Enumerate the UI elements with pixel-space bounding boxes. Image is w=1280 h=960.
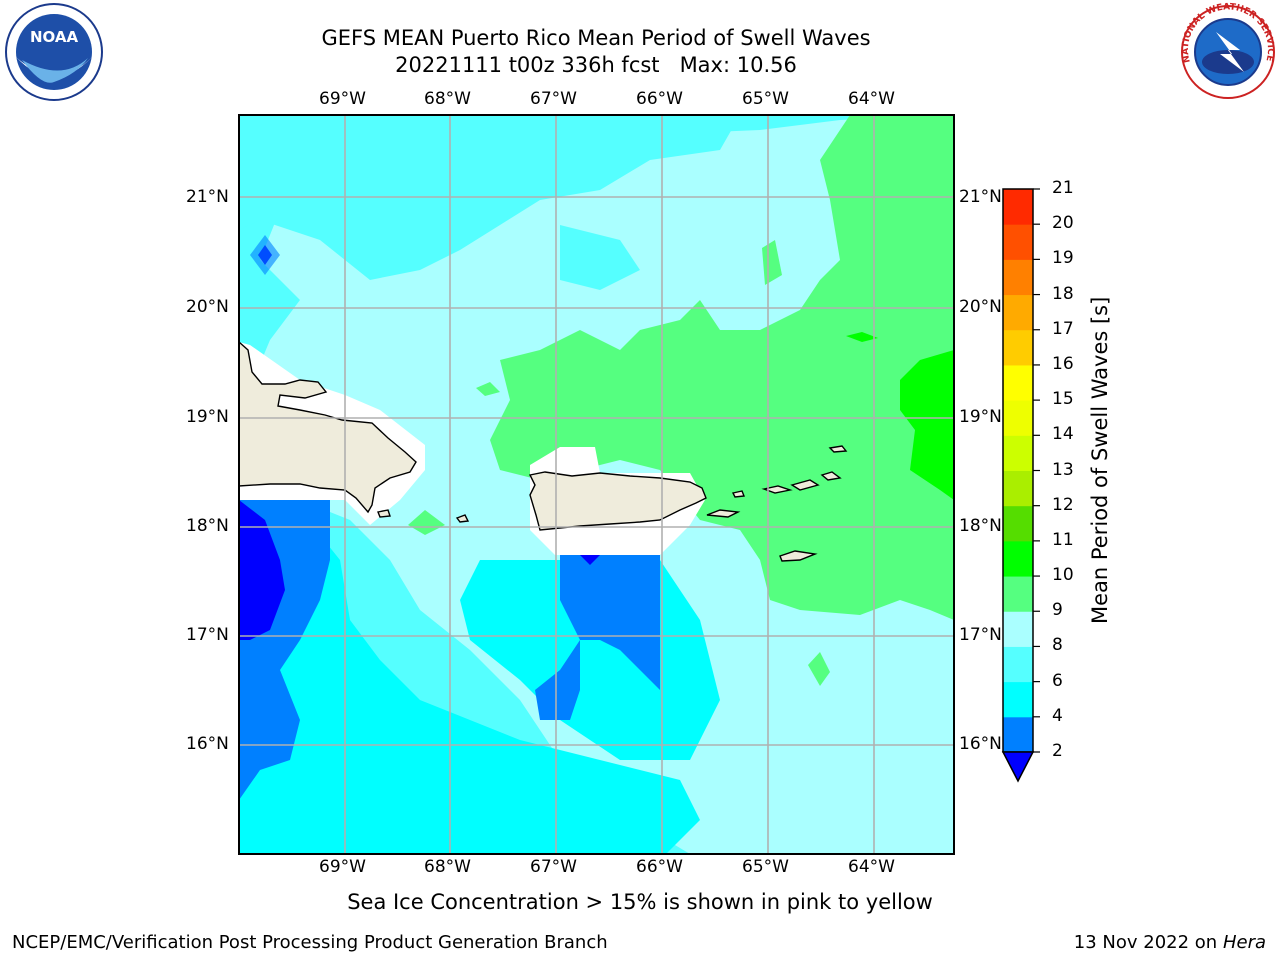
contour-fill-4-6 — [239, 500, 700, 854]
colorbar-tick-label: 12 — [1052, 494, 1074, 515]
lat-label-left-18: 18°N — [186, 516, 229, 536]
colorbar-tick-label: 6 — [1052, 670, 1063, 691]
colorbar-tick-label: 4 — [1052, 705, 1063, 726]
contour-fill-2-4-dot — [250, 235, 280, 275]
lon-label-top-67: 67°W — [530, 89, 577, 109]
contour-fill-9-10-small3 — [762, 240, 782, 285]
contour-fill-6-8-east — [560, 225, 640, 290]
colorbar-label: Mean Period of Swell Waves [s] — [1088, 296, 1112, 624]
lon-label-bottom-65: 65°W — [742, 857, 789, 877]
colorbar-tick-label: 16 — [1052, 353, 1074, 374]
land-saona — [377, 509, 391, 518]
lon-label-bottom-64: 64°W — [848, 857, 895, 877]
lat-label-left-20: 20°N — [186, 297, 229, 317]
colorbar-segment — [1003, 400, 1033, 436]
lon-label-bottom-69: 69°W — [319, 857, 366, 877]
colorbar-tick-label: 21 — [1052, 178, 1074, 198]
colorbar — [1001, 188, 1040, 783]
lat-label-right-17: 17°N — [959, 625, 1002, 645]
colorbar-segment — [1003, 611, 1033, 647]
graticule — [239, 115, 954, 854]
footer-host: Hera — [1222, 932, 1266, 953]
colorbar-segment — [1003, 364, 1033, 401]
lat-label-right-18: 18°N — [959, 516, 1002, 536]
colorbar-tick-label: 19 — [1052, 248, 1074, 269]
lat-label-right-19: 19°N — [959, 407, 1002, 427]
land-vieques — [706, 509, 741, 518]
lon-label-top-66: 66°W — [636, 89, 683, 109]
lat-label-right-16: 16°N — [959, 734, 1002, 754]
lon-label-bottom-68: 68°W — [424, 857, 471, 877]
contour-fill-9-10-small1 — [408, 510, 445, 535]
colorbar-segment — [1003, 470, 1033, 507]
lon-label-bottom-67: 67°W — [530, 857, 577, 877]
footer-date-text: 13 Nov 2022 on — [1073, 932, 1218, 953]
colorbar-segment — [1003, 329, 1033, 366]
contour-fill-below-2-south — [580, 555, 600, 565]
colorbar-tick-label: 2 — [1052, 741, 1063, 761]
map-frame — [238, 114, 955, 855]
contour-fill-below-2-west — [239, 500, 285, 640]
colorbar-segment — [1003, 716, 1033, 753]
colorbar-tick-label: 15 — [1052, 389, 1074, 410]
land-virgin-islands-3 — [790, 479, 820, 491]
lon-label-top-65: 65°W — [742, 89, 789, 109]
footer-date: 13 Nov 2022 on Hera — [1074, 932, 1266, 953]
lat-label-right-21: 21°N — [959, 187, 1002, 207]
colorbar-segment — [1003, 576, 1033, 612]
colorbar-tick-label: 8 — [1052, 635, 1063, 656]
colorbar-tick-label: 18 — [1052, 283, 1074, 304]
lat-label-left-21: 21°N — [186, 187, 229, 207]
lon-label-bottom-66: 66°W — [636, 857, 683, 877]
lat-label-left-19: 19°N — [186, 407, 229, 427]
colorbar-segment — [1003, 259, 1033, 296]
contour-fill-9-10 — [490, 115, 954, 620]
sea-ice-note: Sea Ice Concentration > 15% is shown in … — [347, 890, 933, 914]
colorbar-extend-arrow — [1001, 751, 1035, 783]
contour-fill-10-11 — [900, 350, 954, 500]
contour-fill-10-11-small — [846, 332, 878, 342]
colorbar-segment — [1003, 294, 1033, 331]
colorbar-tick-label: 11 — [1052, 529, 1074, 550]
colorbar-segment — [1003, 681, 1033, 718]
noaa-logo: NOAA — [2, 2, 106, 102]
nws-logo: NATIONAL WEATHER SERVICE — [1178, 2, 1278, 102]
colorbar-tick-label: 17 — [1052, 318, 1074, 339]
land-anegada — [828, 445, 848, 453]
land-hispaniola — [238, 340, 417, 514]
contour-fill-2-4-south — [535, 555, 660, 720]
land-st-croix — [779, 550, 818, 562]
colorbar-segment — [1003, 646, 1033, 683]
lat-label-left-17: 17°N — [186, 625, 229, 645]
land-virgin-islands-2 — [761, 485, 793, 494]
lon-label-top-64: 64°W — [848, 89, 895, 109]
colorbar-segment — [1003, 224, 1033, 260]
chart-title-line2: 20221111 t00z 336h fcst Max: 10.56 — [395, 53, 797, 77]
colorbar-tick-label: 13 — [1052, 459, 1074, 480]
lon-label-top-68: 68°W — [424, 89, 471, 109]
land-virgin-islands-1 — [731, 490, 745, 498]
colorbar-segment — [1003, 505, 1033, 542]
colorbar-tick-label: 10 — [1052, 565, 1074, 586]
land-virgin-islands-4 — [820, 471, 842, 481]
colorbar-segment — [1003, 540, 1033, 577]
lat-label-left-16: 16°N — [186, 734, 229, 754]
contour-fill-9-10-small4 — [808, 652, 830, 686]
contour-fill-9-10-small2 — [476, 382, 500, 396]
lon-label-top-69: 69°W — [319, 89, 366, 109]
chart-title-line1: GEFS MEAN Puerto Rico Mean Period of Swe… — [321, 26, 871, 50]
land-mona — [455, 514, 470, 523]
colorbar-tick-label: 20 — [1052, 213, 1074, 234]
colorbar-segment — [1003, 435, 1033, 471]
colorbar-tick-label: 14 — [1052, 424, 1074, 445]
colorbar-segment — [1003, 189, 1033, 225]
lat-label-right-20: 20°N — [959, 297, 1002, 317]
footer-producer: NCEP/EMC/Verification Post Processing Pr… — [12, 932, 608, 953]
noaa-logo-text: NOAA — [30, 28, 79, 46]
colorbar-tick-label: 9 — [1052, 600, 1063, 621]
